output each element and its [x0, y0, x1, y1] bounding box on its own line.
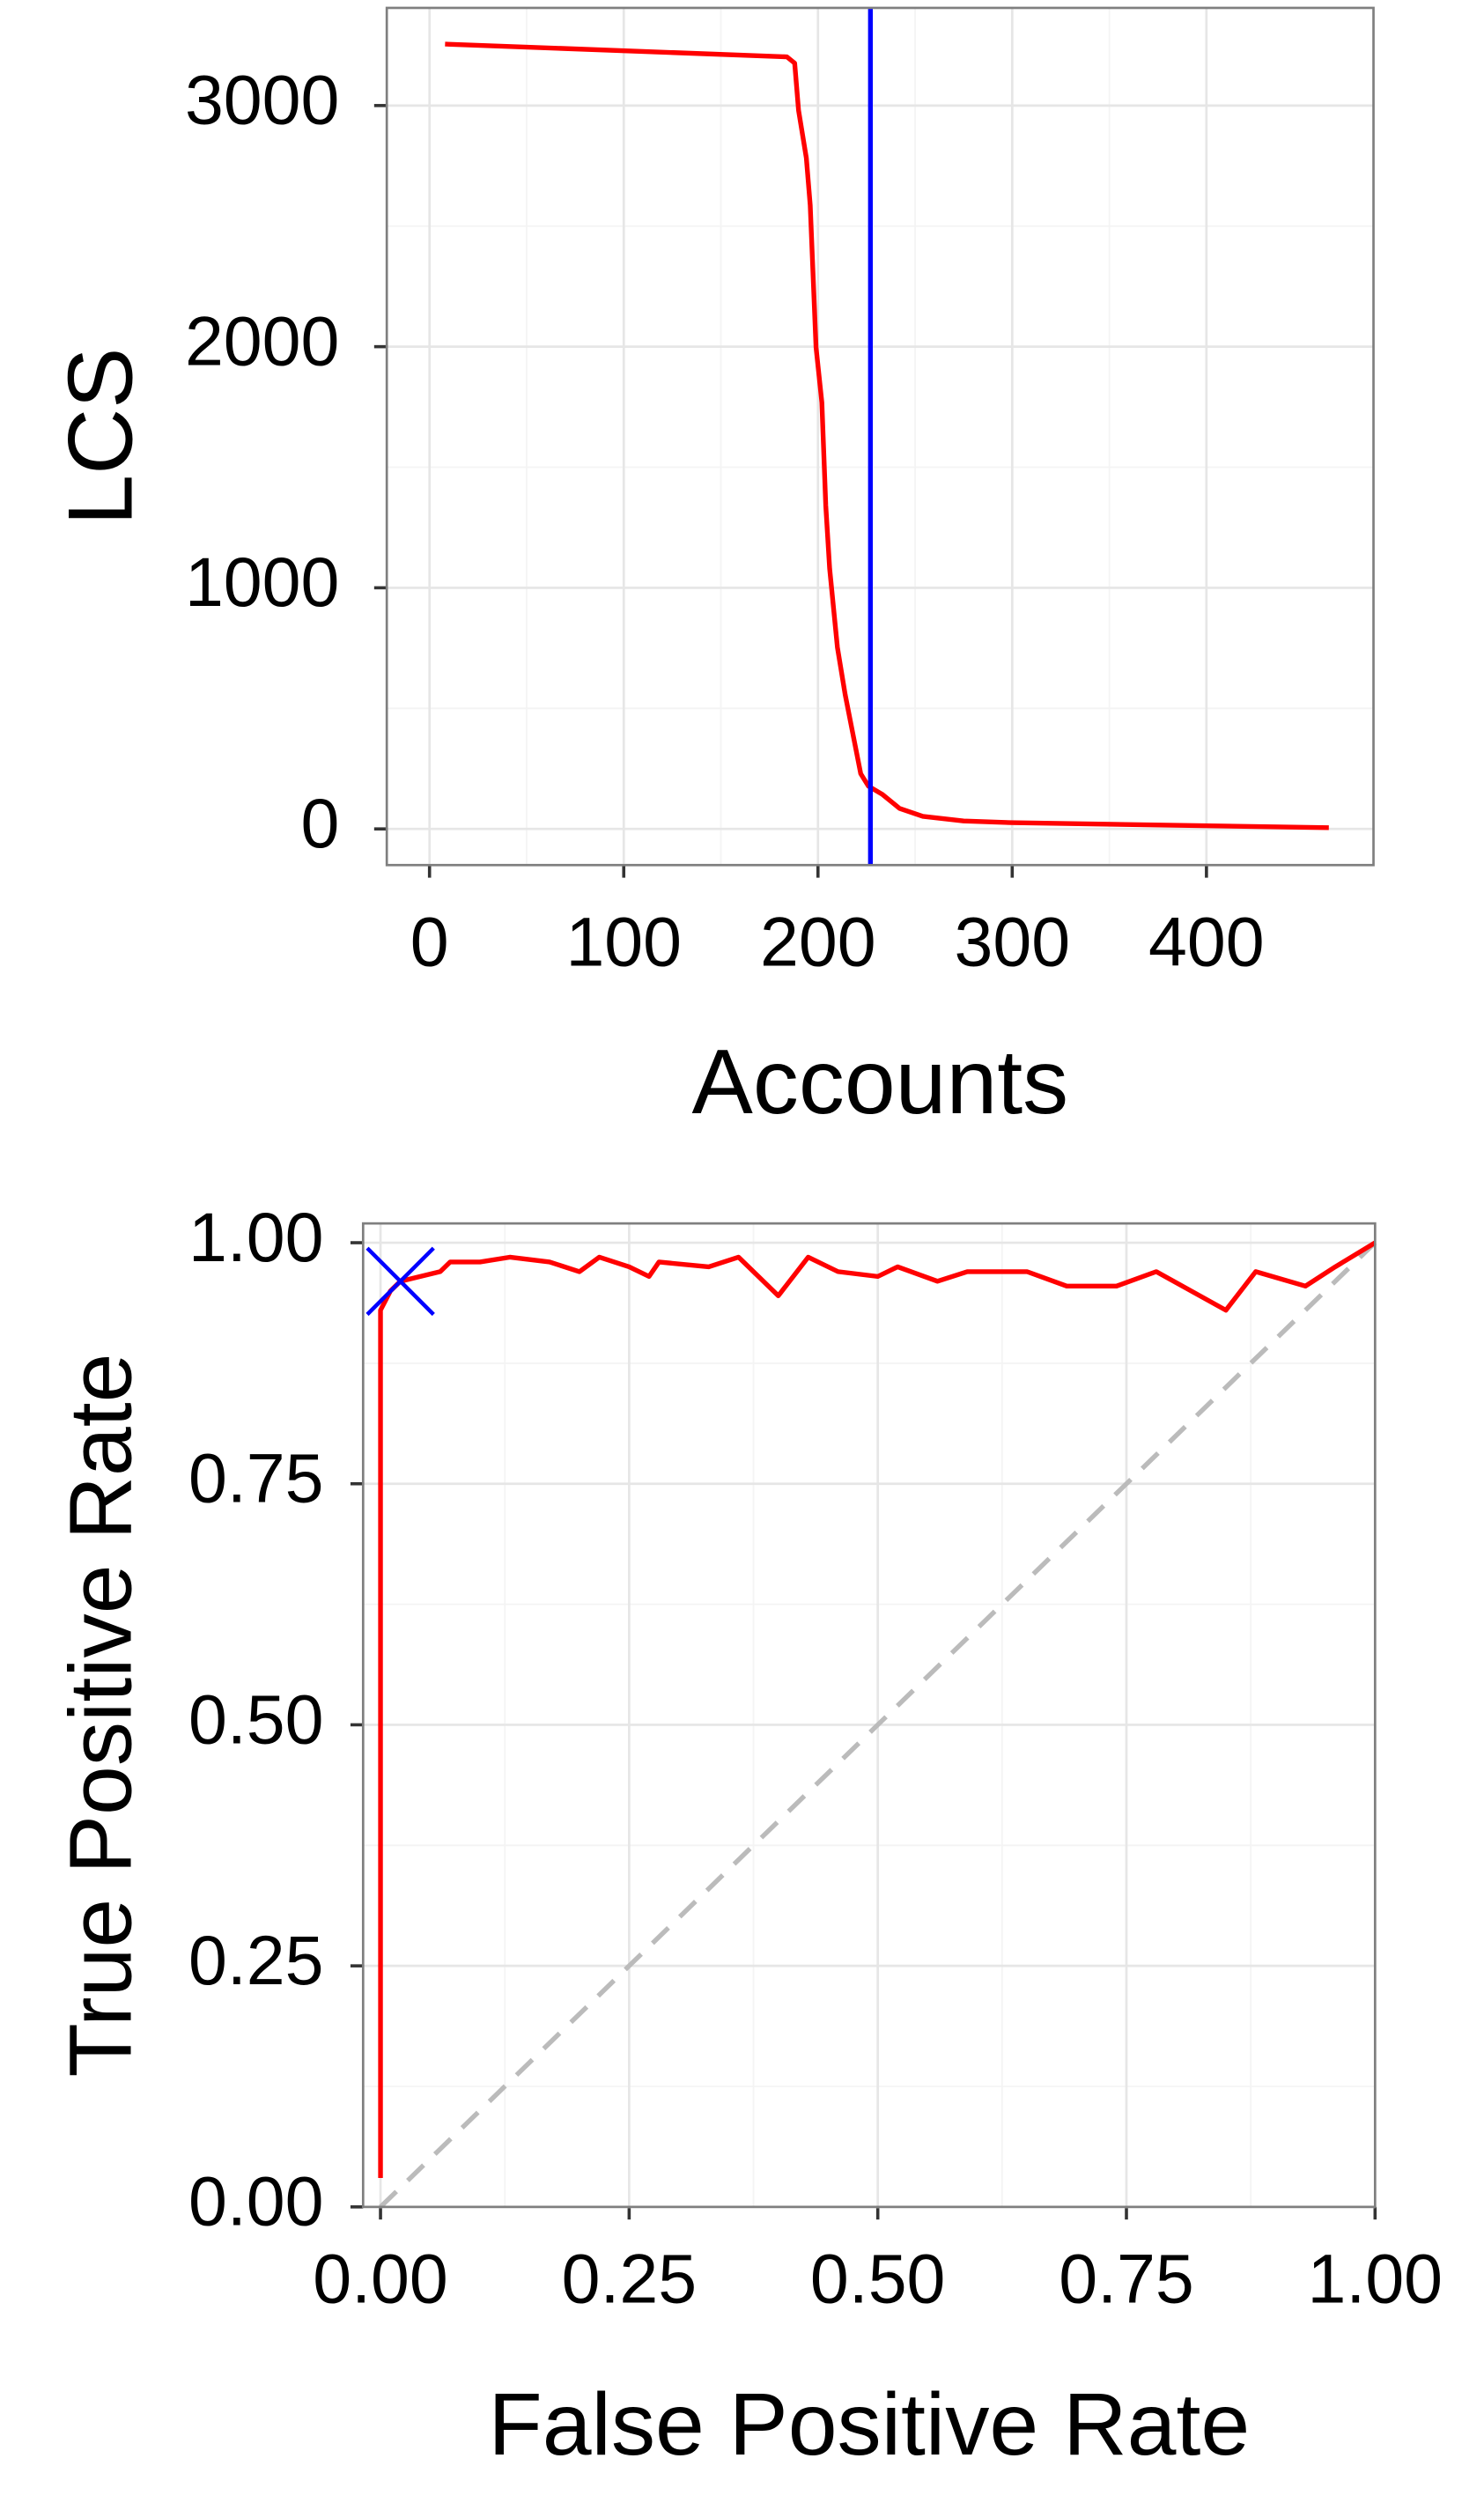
y-tick-label: 1000: [185, 543, 339, 621]
y-tick-label: 2000: [185, 302, 339, 380]
x-tick-label: 200: [760, 903, 876, 980]
y-tick-label: 0.75: [188, 1440, 323, 1517]
optimal-point-marker: [365, 1246, 435, 1317]
x-tick-label: 0: [410, 903, 449, 980]
panel-border: [385, 6, 1375, 867]
x-tick-label: 0.00: [313, 2241, 447, 2318]
data-line: [445, 41, 1329, 831]
y-tick-label: 1.00: [188, 1199, 323, 1276]
x-tick-label: 0.75: [1059, 2241, 1193, 2318]
x-axis-label: False Positive Rate: [488, 2375, 1250, 2474]
y-axis-label: True Positive Rate: [51, 1354, 150, 2078]
x-tick-label: 0.50: [810, 2241, 945, 2318]
y-axis-label: LCS: [49, 347, 151, 525]
data-line: [378, 1240, 1377, 2179]
y-tick-label: 3000: [185, 62, 339, 139]
panel-border: [361, 1222, 1377, 2209]
x-tick-label: 1.00: [1308, 2241, 1443, 2318]
y-tick-label: 0.25: [188, 1922, 323, 1999]
panel: [387, 7, 1374, 866]
x-tick-label: 400: [1148, 903, 1265, 980]
x-tick-label: 300: [955, 903, 1071, 980]
x-tick-label: 0.25: [562, 2241, 697, 2318]
y-tick-label: 0.50: [188, 1680, 323, 1758]
y-tick-label: 0.00: [188, 2163, 323, 2241]
y-tick-label: 0: [301, 785, 340, 862]
x-tick-label: 100: [565, 903, 682, 980]
x-axis-label: Accounts: [692, 1031, 1069, 1133]
reference-diagonal: [379, 1241, 1377, 2209]
panel: [363, 1223, 1376, 2207]
